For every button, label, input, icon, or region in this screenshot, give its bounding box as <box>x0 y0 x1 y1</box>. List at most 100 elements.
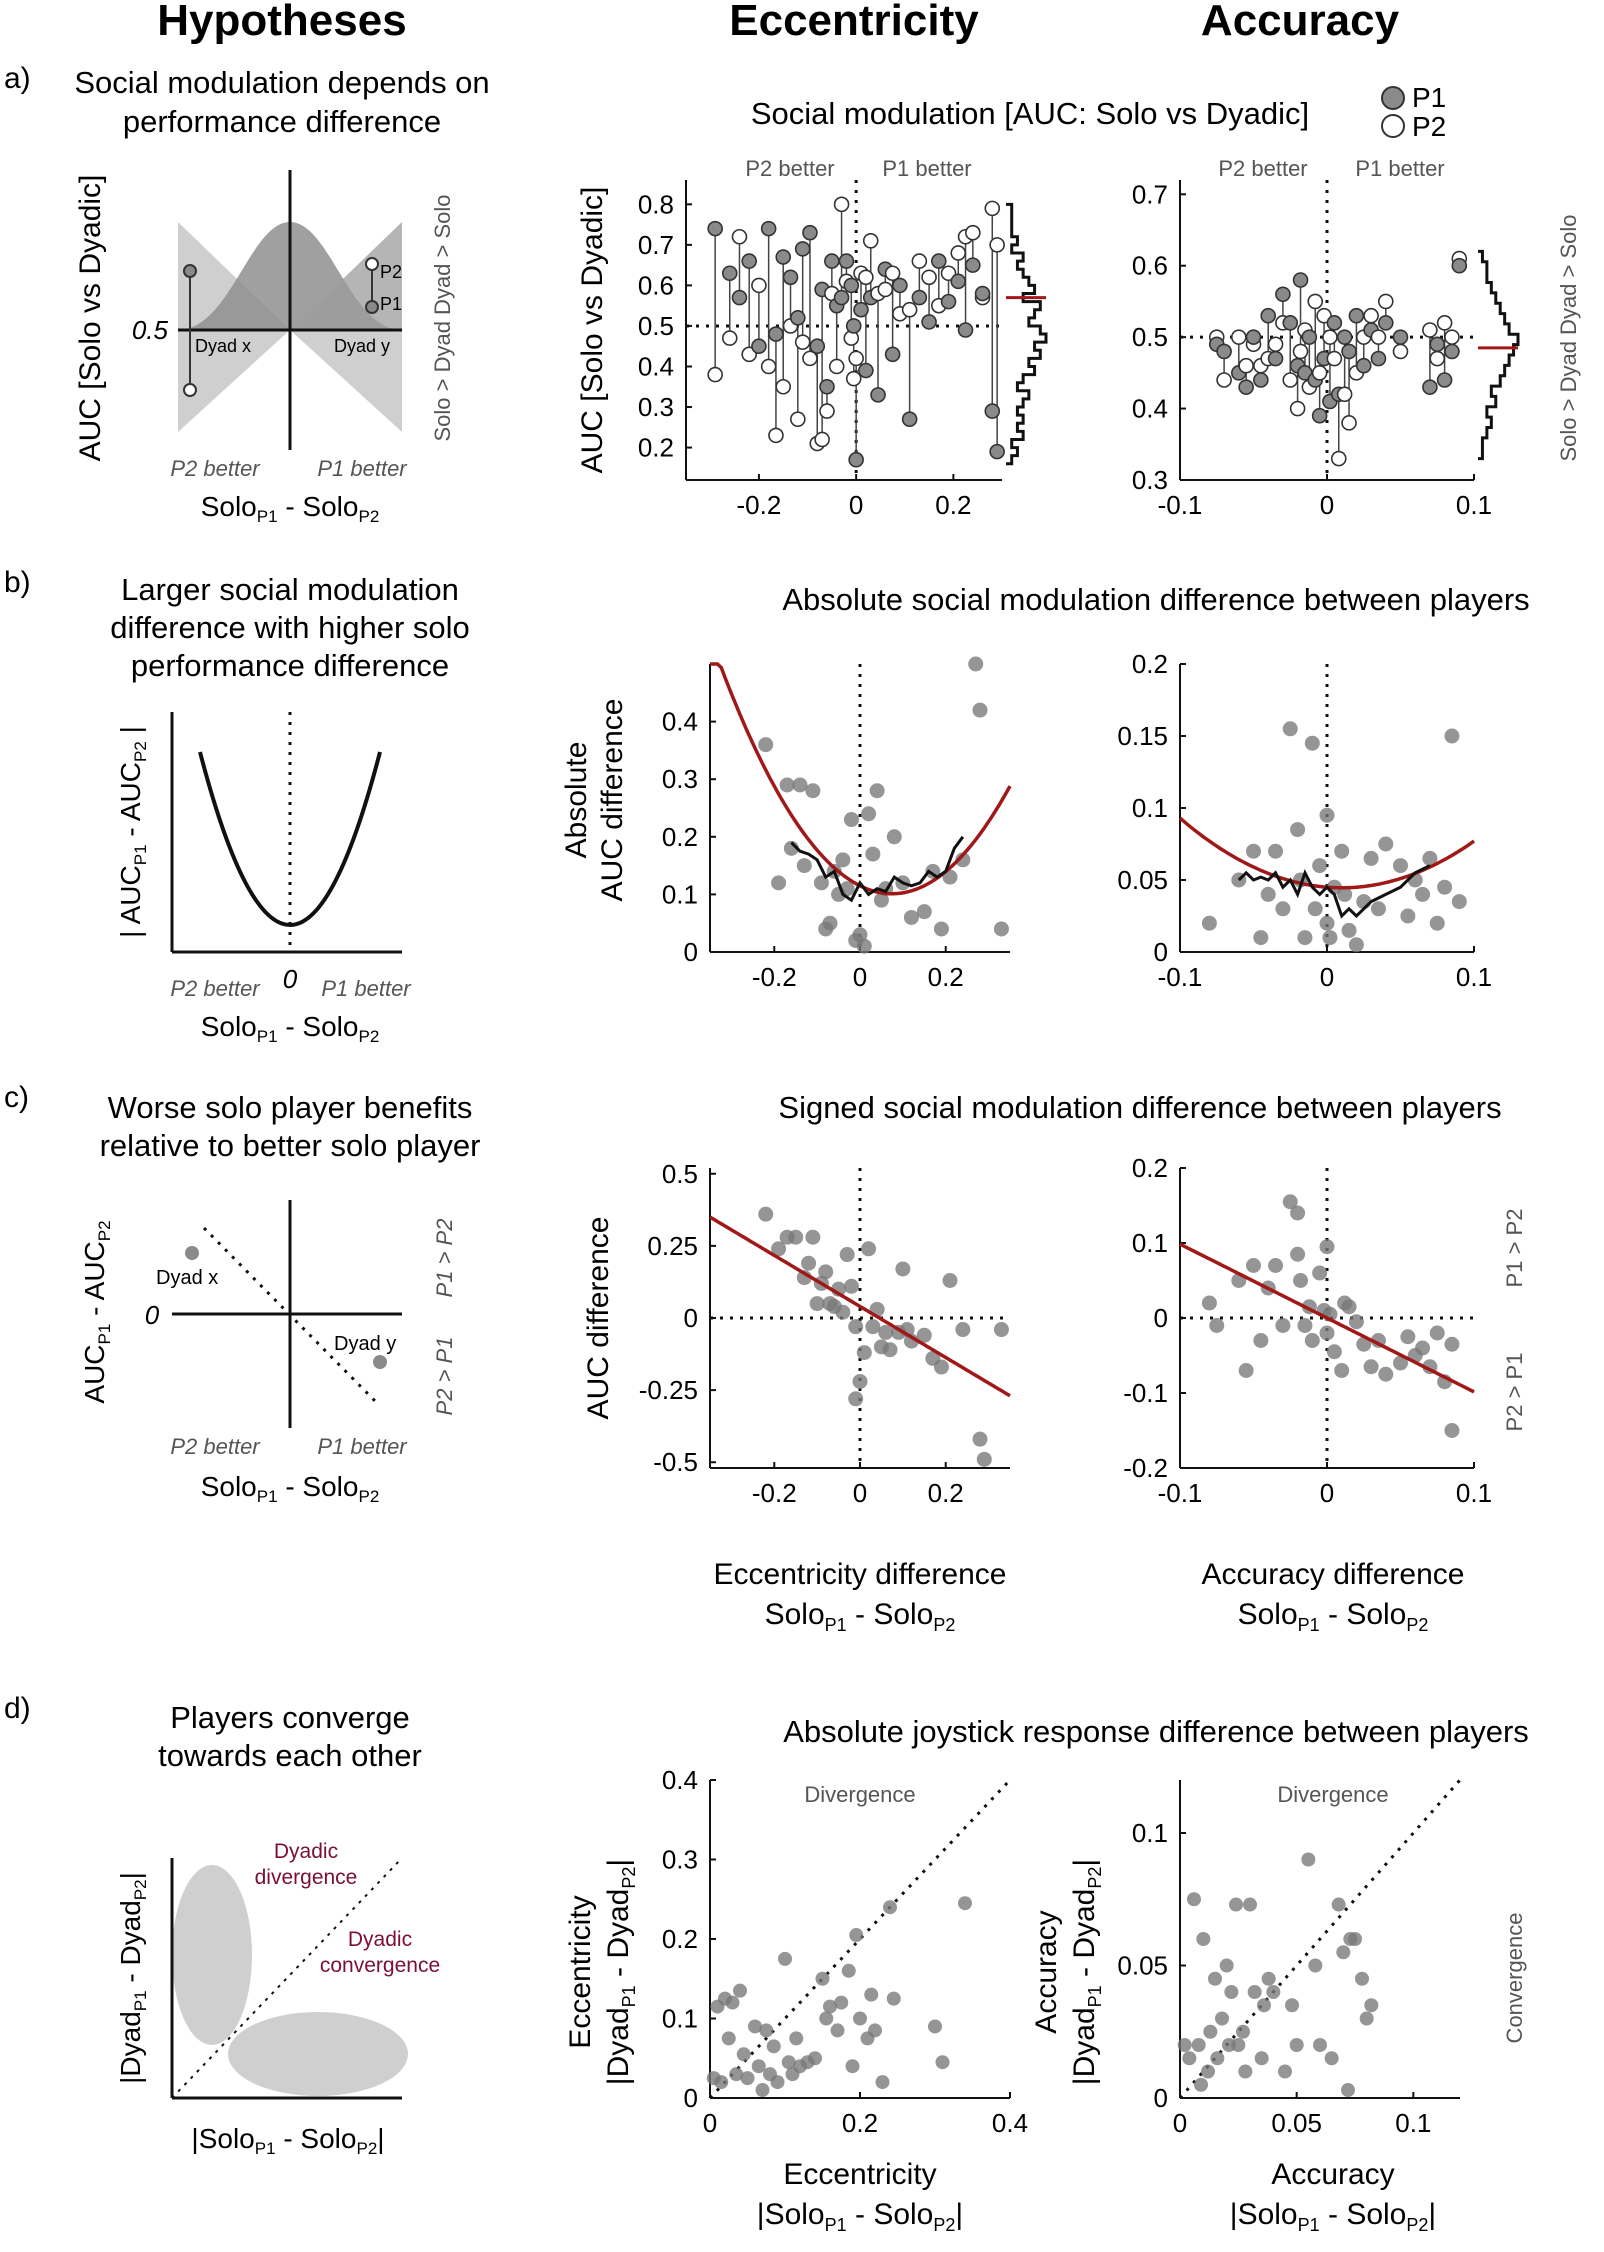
scatter-point <box>861 1241 877 1257</box>
y-tick-label: 0.1 <box>1132 793 1168 823</box>
p1-point <box>1378 315 1394 331</box>
row-title-a: Social modulation [AUC: Solo vs Dyadic] <box>751 96 1309 131</box>
y-tick-label: 0.3 <box>638 392 674 422</box>
scatter-point <box>1246 1258 1261 1273</box>
x-tick-label: 0.2 <box>928 962 964 992</box>
header-eccentricity: Eccentricity <box>729 0 979 45</box>
hyp-a-label-p1: P1 <box>380 294 402 314</box>
p1-point <box>1253 372 1269 388</box>
hyp-d-title-2: towards each other <box>158 1738 422 1773</box>
scatter-point <box>1231 2038 1246 2052</box>
hyp-c-label-dyad-x: Dyad x <box>156 1267 218 1289</box>
scatter-point <box>835 1304 851 1320</box>
y-tick-label: -0.1 <box>1123 1378 1168 1408</box>
y-tick-label: 0 <box>684 937 698 967</box>
p1-point <box>984 403 1001 419</box>
hyp-d-xlabel-c: | <box>377 2123 384 2154</box>
y-tick-label: 0.3 <box>1132 465 1168 495</box>
scatter-point <box>1254 2051 1269 2066</box>
hyp-d-label-div-2: divergence <box>255 1866 358 1889</box>
scatter-point <box>1444 1336 1460 1352</box>
scatter-point <box>935 2055 950 2070</box>
p1-point <box>833 289 850 306</box>
hyp-d-ylabel-b: - Dyad <box>115 1900 146 1990</box>
hyp-c-xlabel-b: - Solo <box>278 1471 359 1502</box>
p2-point <box>1267 336 1284 353</box>
p1-point <box>1260 307 1276 324</box>
d-ecc-solo-a: |Solo <box>757 2198 825 2231</box>
scatter-point <box>1261 1971 1276 1986</box>
p1-point <box>760 220 777 237</box>
marginal-histogram <box>1478 249 1520 461</box>
marginal-histogram <box>1006 202 1048 466</box>
x-tick-label: 0 <box>1173 2108 1187 2138</box>
scatter-point <box>972 1431 988 1447</box>
panel-letter-c: c) <box>4 1081 29 1114</box>
hyp-d-xlabel-b-sub: P2 <box>356 2139 377 2158</box>
p1-point <box>809 338 826 355</box>
hyp-a-xlabel-b: - Solo <box>278 491 359 522</box>
scatter-point <box>1341 1299 1357 1315</box>
scatter-point <box>942 869 958 885</box>
scatter-point <box>1208 1971 1222 1986</box>
hyp-d-label-conv-1: Dyadic <box>348 1928 412 1951</box>
scatter-point <box>849 1928 864 1943</box>
p1-point <box>802 224 818 241</box>
p2-point <box>984 200 1001 217</box>
scatter-point <box>1209 1318 1225 1333</box>
scatter-point <box>1238 1363 1254 1378</box>
y-tick-label: -0.2 <box>1123 1453 1168 1483</box>
p2-point <box>858 269 874 286</box>
hyp-b-parabola <box>198 751 382 927</box>
p1-point <box>1275 286 1291 303</box>
hyp-a-label-dyad-y: Dyad y <box>334 336 390 356</box>
hyp-d-ylabel-a-sub: P1 <box>131 1990 150 2011</box>
scatter-point <box>886 829 902 845</box>
x-tick-label: 0 <box>853 962 867 992</box>
y-tick-label: 0.05 <box>1117 1951 1168 1981</box>
scatter-point <box>1319 1239 1335 1255</box>
p1-point <box>1238 379 1254 395</box>
d-convergence: Convergence <box>1502 1913 1527 2044</box>
scatter-point <box>993 1322 1009 1338</box>
p1-point <box>1422 379 1438 395</box>
scatter-point <box>1224 1985 1239 1999</box>
x-tick-label: -0.1 <box>1158 490 1203 520</box>
chart-d-accuracy: 0 0.05 0.1 0 0.05 0.1 <box>1117 1779 1462 2138</box>
hyp-c-dyad-x-point <box>185 1246 199 1260</box>
scatter-point <box>1289 2038 1304 2052</box>
scatter-point <box>853 2011 867 2026</box>
y-tick-label: 0 <box>1154 2083 1168 2113</box>
scatter-point <box>903 909 919 925</box>
scatter-point <box>1400 1329 1416 1345</box>
p1-point <box>1282 315 1299 331</box>
chart-c-accuracy: -0.1 0 0.1-0.2-0.100.10.2 <box>1123 1153 1492 1508</box>
x-tick-label: 0.4 <box>992 2108 1028 2138</box>
hyp-b-title-2: difference with higher solo <box>110 610 470 645</box>
x-tick-label: 0.1 <box>1456 1478 1492 1508</box>
scatter-point <box>736 2047 751 2062</box>
p1-point <box>843 277 860 294</box>
hyp-c-xlabel: SoloP1 - SoloP2 <box>201 1471 380 1506</box>
hyp-a-label-p2: P2 <box>380 262 402 282</box>
row-title-c: Signed social modulation difference betw… <box>778 1090 1501 1125</box>
scatter-point <box>1331 1897 1346 1912</box>
hyp-a-title-2: performance difference <box>123 104 441 139</box>
p1-point <box>819 378 835 395</box>
hyp-a-right-label: Solo > Dyad Dyad > Solo <box>430 194 455 441</box>
scatter-point <box>1370 901 1386 917</box>
d-acc-solo-sub1: P1 <box>1298 2215 1320 2235</box>
p1-point <box>1292 272 1309 288</box>
c-ecc-xlabel-solo: SoloP1 - SoloP2 <box>765 1598 956 1635</box>
p2-point <box>731 228 748 245</box>
c-ecc-solo-a: Solo <box>765 1598 825 1631</box>
c-ecc-solo-sub2: P2 <box>933 1615 955 1635</box>
p1-point <box>884 346 901 363</box>
p1-point <box>853 301 869 318</box>
hyp-a-xlabel-a: Solo <box>201 491 257 522</box>
p1-point <box>950 273 967 290</box>
p1-point <box>1392 329 1409 345</box>
scatter-point <box>1278 2064 1292 2079</box>
hyp-d-ylabel-c: | <box>115 1872 146 1879</box>
scatter-point <box>993 921 1009 937</box>
